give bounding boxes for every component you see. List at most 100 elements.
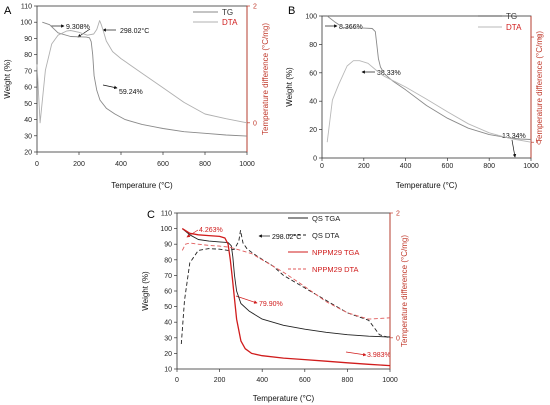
panel-a-plot: 0 200 400 600 800 1000 20 30 40 50 60 70 80 90 100 110 0… [3,4,270,191]
legend-label-dta: DTA [222,18,238,27]
y-tick-label: 110 [161,211,172,218]
y2-axis-label: Temperature difference (°C/mg) [261,23,270,135]
series-line-nppm29-dta [181,242,391,320]
y-tick-label: 80 [309,42,317,49]
y-tick-label: 20 [24,150,32,157]
y-tick-label: 40 [164,320,172,327]
x-axis-label: Temperature (°C) [396,181,458,190]
y-tick-label: 90 [164,242,172,249]
panel-c-annotations: 4.263% 298.02°C 79.90% 3.983% [186,227,391,359]
x-tick-label: 800 [199,161,211,168]
x-tick-label: 600 [442,163,454,170]
x-tick-label: 200 [73,161,85,168]
y-axis-label: Weight (%) [285,67,294,107]
y-tick-label: 30 [24,133,32,140]
panel-b: B TG DTA 8.366% 38.33% 13.34% [288,5,526,158]
x-tick-label: 400 [115,161,127,168]
y-tick-label: 60 [164,289,172,296]
annotation-label: 298.02°C [272,233,301,241]
x-tick-label: 800 [483,163,495,170]
y-tick-label: 40 [309,99,317,106]
y-tick-label: 80 [164,257,172,264]
series-line-qs-dta [180,230,391,345]
annotation-label: 9.308% [66,24,90,31]
x-tick-label: 600 [299,377,311,384]
panel-a-letter: A [4,5,12,17]
panel-b-annotations: 8.366% 38.33% 13.34% [325,24,526,158]
y2-tick-label: 0 [253,120,257,127]
series-line-dta [36,20,248,124]
panel-c-legend: QS TGA QS DTA NPPM29 TGA NPPM29 DTA [288,214,359,274]
annotation-arrow [102,84,118,90]
panel-c-plot: 0 200 400 600 800 100010203040506070809010011… [141,211,409,404]
panel-c: C QS TGA QS DTA NPPM29 TGA NPPM29 DTA 4.… [147,209,391,359]
y2-tick-label: 0 [396,335,400,342]
legend-label-qs-tga: QS TGA [312,214,340,223]
x-tick-label: 800 [342,377,354,384]
y-tick-label: 70 [164,273,172,280]
panel-a-annotations: 9.308% 298.02°C 59.24% [51,24,149,96]
panel-b-legend: TG DTA [478,12,522,32]
x-tick-label: 1000 [382,377,398,384]
x-tick-label: 400 [256,377,268,384]
x-tick-label: 200 [358,163,370,170]
panel-b-letter: B [288,5,295,17]
y-tick-label: 50 [164,304,172,311]
x-axis-label: Temperature (°C) [253,394,315,403]
annotation-label: 59.24% [119,89,143,96]
y-tick-label: 100 [160,226,172,233]
series-line-tg [42,21,248,137]
annotation-label: 3.983% [367,352,391,359]
annotation-label: 79.90% [259,301,283,308]
y-tick-label: 90 [24,36,32,43]
y-tick-label: 30 [164,335,172,342]
legend-label-tg: TG [506,12,517,21]
x-tick-label: 0 [320,163,324,170]
series-line-nppm29-tga [181,228,391,367]
x-tick-label: 400 [400,163,412,170]
annotation-arrow [345,351,367,357]
y2-tick-label: 2 [537,35,541,42]
annotation-label: 298.02°C [120,27,149,35]
panel-a: A TG DTA 9.308% 298.02°C 59.24% [4,5,238,96]
legend-label-nppm29-tga: NPPM29 TGA [312,248,359,257]
annotation-label: 4.263% [199,227,223,234]
y-tick-label: 70 [24,68,32,75]
x-tick-label: 0 [175,377,179,384]
y-tick-label: 20 [309,127,317,134]
y-tick-label: 100 [20,20,32,27]
panel-c-letter: C [147,209,155,221]
series-line-tg [326,15,532,140]
y2-tick-label: 0 [537,140,541,147]
annotation-arrow [77,28,91,38]
y-tick-label: 10 [164,367,172,374]
annotation-label: 38.33% [377,70,401,77]
y2-axis-label: Temperature difference (°C/mg) [400,235,409,347]
x-tick-label: 200 [214,377,226,384]
annotation-arrow [235,295,258,304]
y-tick-label: 20 [164,351,172,358]
panel-a-legend: TG DTA [193,8,238,27]
series-line-qs-tga [182,228,391,338]
panel-b-plot: 0 200 400 600 800 100002040608010002Temperatu… [285,14,544,191]
x-tick-label: 1000 [523,163,539,170]
x-tick-label: 0 [35,161,39,168]
y2-axis-label: Temperature difference (°C/mg) [535,31,544,143]
annotation-label: 13.34% [502,133,526,140]
legend-label-qs-dta: QS DTA [312,231,339,240]
y-tick-label: 100 [305,14,317,21]
x-tick-label: 600 [157,161,169,168]
y-tick-label: 80 [24,52,32,59]
y-tick-label: 60 [24,85,32,92]
y2-tick-label: 2 [396,211,400,218]
y2-tick-label: 2 [253,4,257,11]
series-line-dta [326,60,532,143]
y-axis-label: Weight (%) [141,271,150,311]
annotation-arrow [511,139,517,158]
y-tick-label: 40 [24,117,32,124]
y-tick-label: 60 [309,70,317,77]
legend-label-nppm29-dta: NPPM29 DTA [312,265,359,274]
legend-label-dta: DTA [506,23,522,32]
y-axis-label: Weight (%) [3,59,12,99]
